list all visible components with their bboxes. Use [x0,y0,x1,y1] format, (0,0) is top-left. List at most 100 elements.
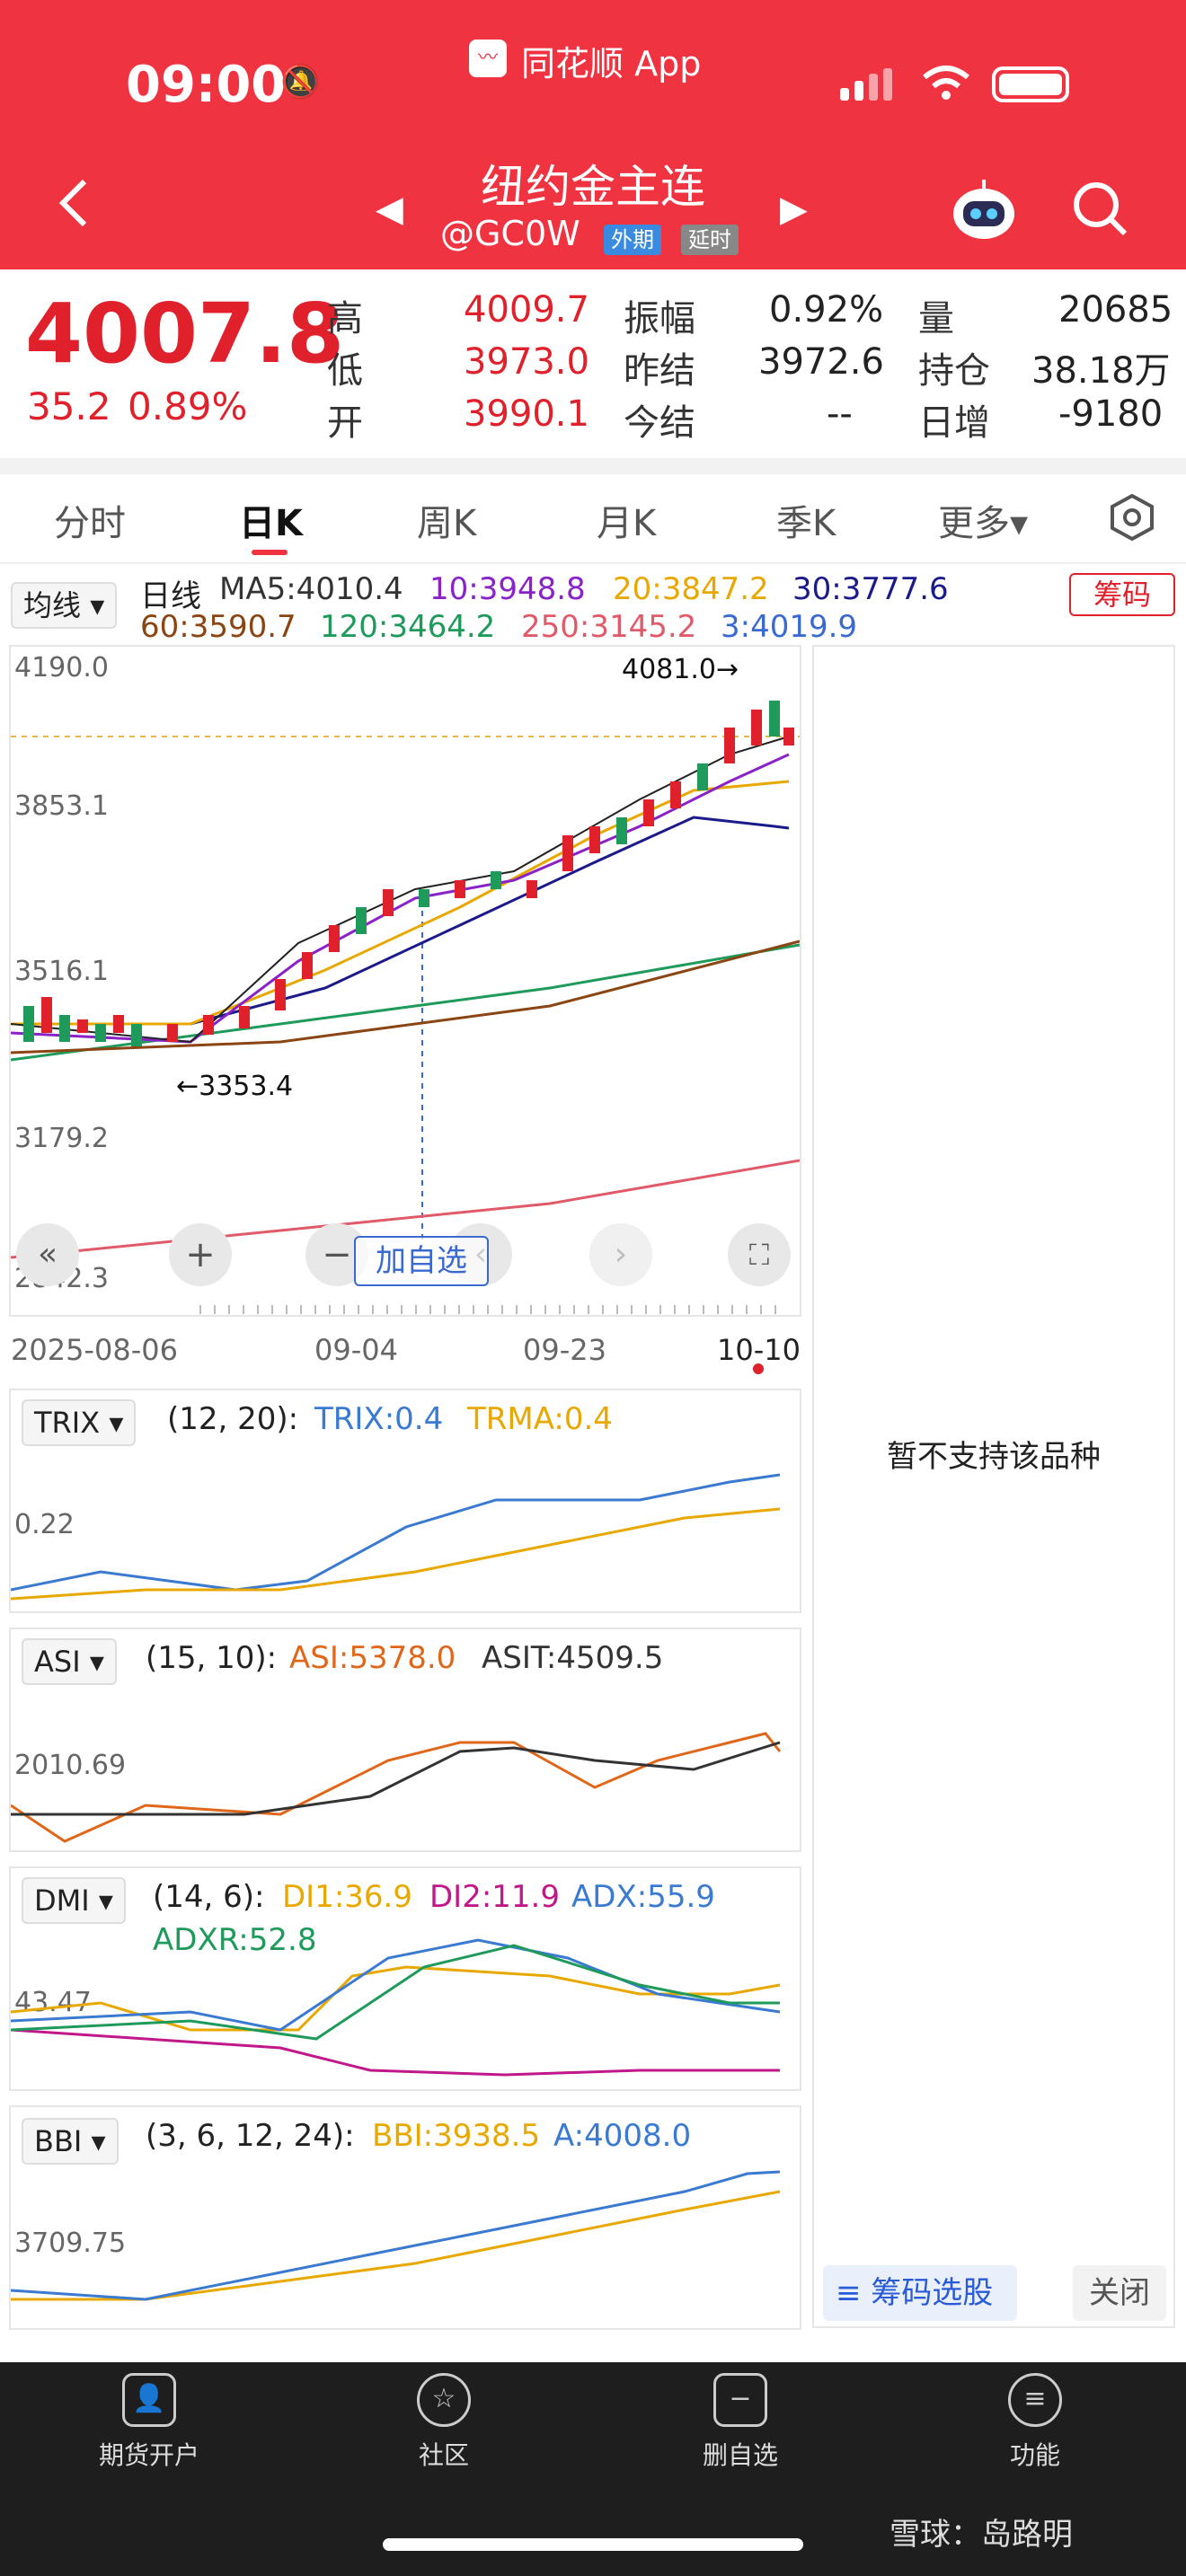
high-mark: 4081.0→ [622,654,739,685]
ma120-value: 120:3464.2 [320,609,496,645]
candle [113,1015,124,1033]
asi-y-label: 2010.69 [14,1750,127,1781]
candle [616,817,627,844]
stat-label: 今结 [624,402,695,444]
kline-chart-panel [9,645,801,1317]
prev-contract-icon[interactable]: ◀ [376,189,403,230]
y-axis-label: 3853.1 [14,790,109,822]
ma20-value: 20:3847.2 [613,571,769,607]
tab-weekly[interactable]: 周K [417,503,477,544]
robot-icon[interactable] [951,176,1017,243]
candle [419,889,429,907]
tab-quarterly[interactable]: 季K [776,503,836,544]
asi-panel [9,1628,801,1852]
di2-value: DI2:11.9 [429,1879,560,1915]
kline-chart[interactable] [11,647,800,1315]
candle [41,997,52,1033]
dmi-name: DMI [34,1883,90,1918]
dmi-chart [11,1938,781,2077]
candle [383,889,394,916]
trix-params: (12, 20): [167,1401,299,1437]
delay-tag: 延时 [681,225,739,255]
next-contract-icon[interactable]: ▶ [780,189,808,230]
candle [329,925,340,952]
tab-intraday[interactable]: 分时 [54,503,126,544]
adxr-value: ADXR:52.8 [153,1922,317,1958]
stat-value: 3972.6 [758,341,884,383]
candle [670,781,681,808]
app-name: 同花顺 App [521,44,702,84]
signal-icon [840,68,894,104]
bbi-panel [9,2105,801,2330]
chip-select-label: 筹码选股 [871,2275,994,2311]
bbi-selector[interactable]: BBI ▾ [22,2118,119,2165]
asit-line [11,1741,781,1816]
dmi-selector[interactable]: DMI ▾ [22,1877,126,1924]
candle [527,880,537,898]
period-tabs: 分时 日K 周K 月K 季K 更多▾ [0,474,1186,564]
chip-select-button[interactable]: ≡ 筹码选股 [823,2265,1017,2321]
last-price: 4007.8 [25,286,345,382]
asi-selector[interactable]: ASI ▾ [22,1638,117,1685]
nav-remove-watch[interactable]: 删自选 [702,2440,778,2470]
stat-label: 振幅 [624,298,695,340]
search-icon[interactable] [1071,180,1128,237]
zoom-in-icon[interactable]: + [169,1223,232,1286]
tab-more[interactable]: 更多▾ [938,503,1029,544]
star-icon[interactable]: ☆ [417,2373,471,2427]
settings-icon[interactable] [1107,492,1157,543]
chip-button[interactable]: 筹码 [1069,573,1175,616]
minus-icon[interactable]: − [713,2373,767,2427]
stat-label: 日增 [918,402,990,444]
candle [95,1024,106,1042]
trix-chart [11,1473,781,1601]
add-watch-button[interactable]: 加自选 [354,1236,489,1286]
ma120-line [11,943,800,1062]
tab-monthly[interactable]: 月K [597,503,657,544]
back-icon[interactable] [56,176,92,230]
ma-selector[interactable]: 均线 ▾ [11,582,118,629]
trix-selector[interactable]: TRIX ▾ [22,1399,137,1446]
nav-account[interactable]: 期货开户 [98,2440,199,2470]
ma10-value: 10:3948.8 [429,571,586,607]
contract-code: @GC0W [440,214,580,253]
ma20-line [11,780,790,1026]
candle [751,710,762,745]
trix-line [11,1473,781,1592]
scroll-left-icon[interactable]: « [16,1223,79,1286]
zoom-out-icon[interactable]: − [305,1223,368,1286]
ma-selector-label: 均线 [23,588,82,622]
di1-value: DI1:36.9 [282,1879,412,1915]
kline-period: 日线 [140,578,201,614]
bbi-line [11,2190,781,2301]
stat-label: 持仓 [918,350,990,392]
watermark: 雪球：岛路明 [890,2517,1073,2553]
y-axis-label: 4190.0 [14,652,109,684]
candle [203,1015,214,1035]
tab-daily[interactable]: 日K [239,503,303,544]
bell-muted-icon: 🔕 [280,64,321,101]
di2-line [11,2028,780,2077]
dmi-y-label: 43.47 [14,1987,92,2018]
fullscreen-icon[interactable]: ⛶ [728,1223,791,1286]
stat-label: 开 [327,402,363,444]
nav-functions[interactable]: 功能 [1009,2440,1060,2470]
menu-icon[interactable]: ≡ [1008,2373,1062,2427]
candle [769,701,780,737]
a-line [11,2170,781,2301]
step-right-icon[interactable]: › [589,1223,652,1286]
ma30-value: 30:3777.6 [792,571,949,607]
bbi-y-label: 3709.75 [14,2228,127,2259]
di1-line [11,1965,781,2032]
ma30-line [11,816,790,1026]
chip-close-button[interactable]: 关闭 [1073,2265,1166,2321]
bbi-value: BBI:3938.5 [372,2118,541,2154]
adxr-line [11,1944,780,2041]
stat-label: 低 [327,350,363,392]
person-icon[interactable]: 👤 [122,2373,176,2427]
ma250-line [11,1159,800,1259]
asi-params: (15, 10): [146,1640,278,1676]
nav-community[interactable]: 社区 [418,2440,469,2470]
ma60-line [11,940,800,1054]
chip-panel [812,645,1175,2328]
